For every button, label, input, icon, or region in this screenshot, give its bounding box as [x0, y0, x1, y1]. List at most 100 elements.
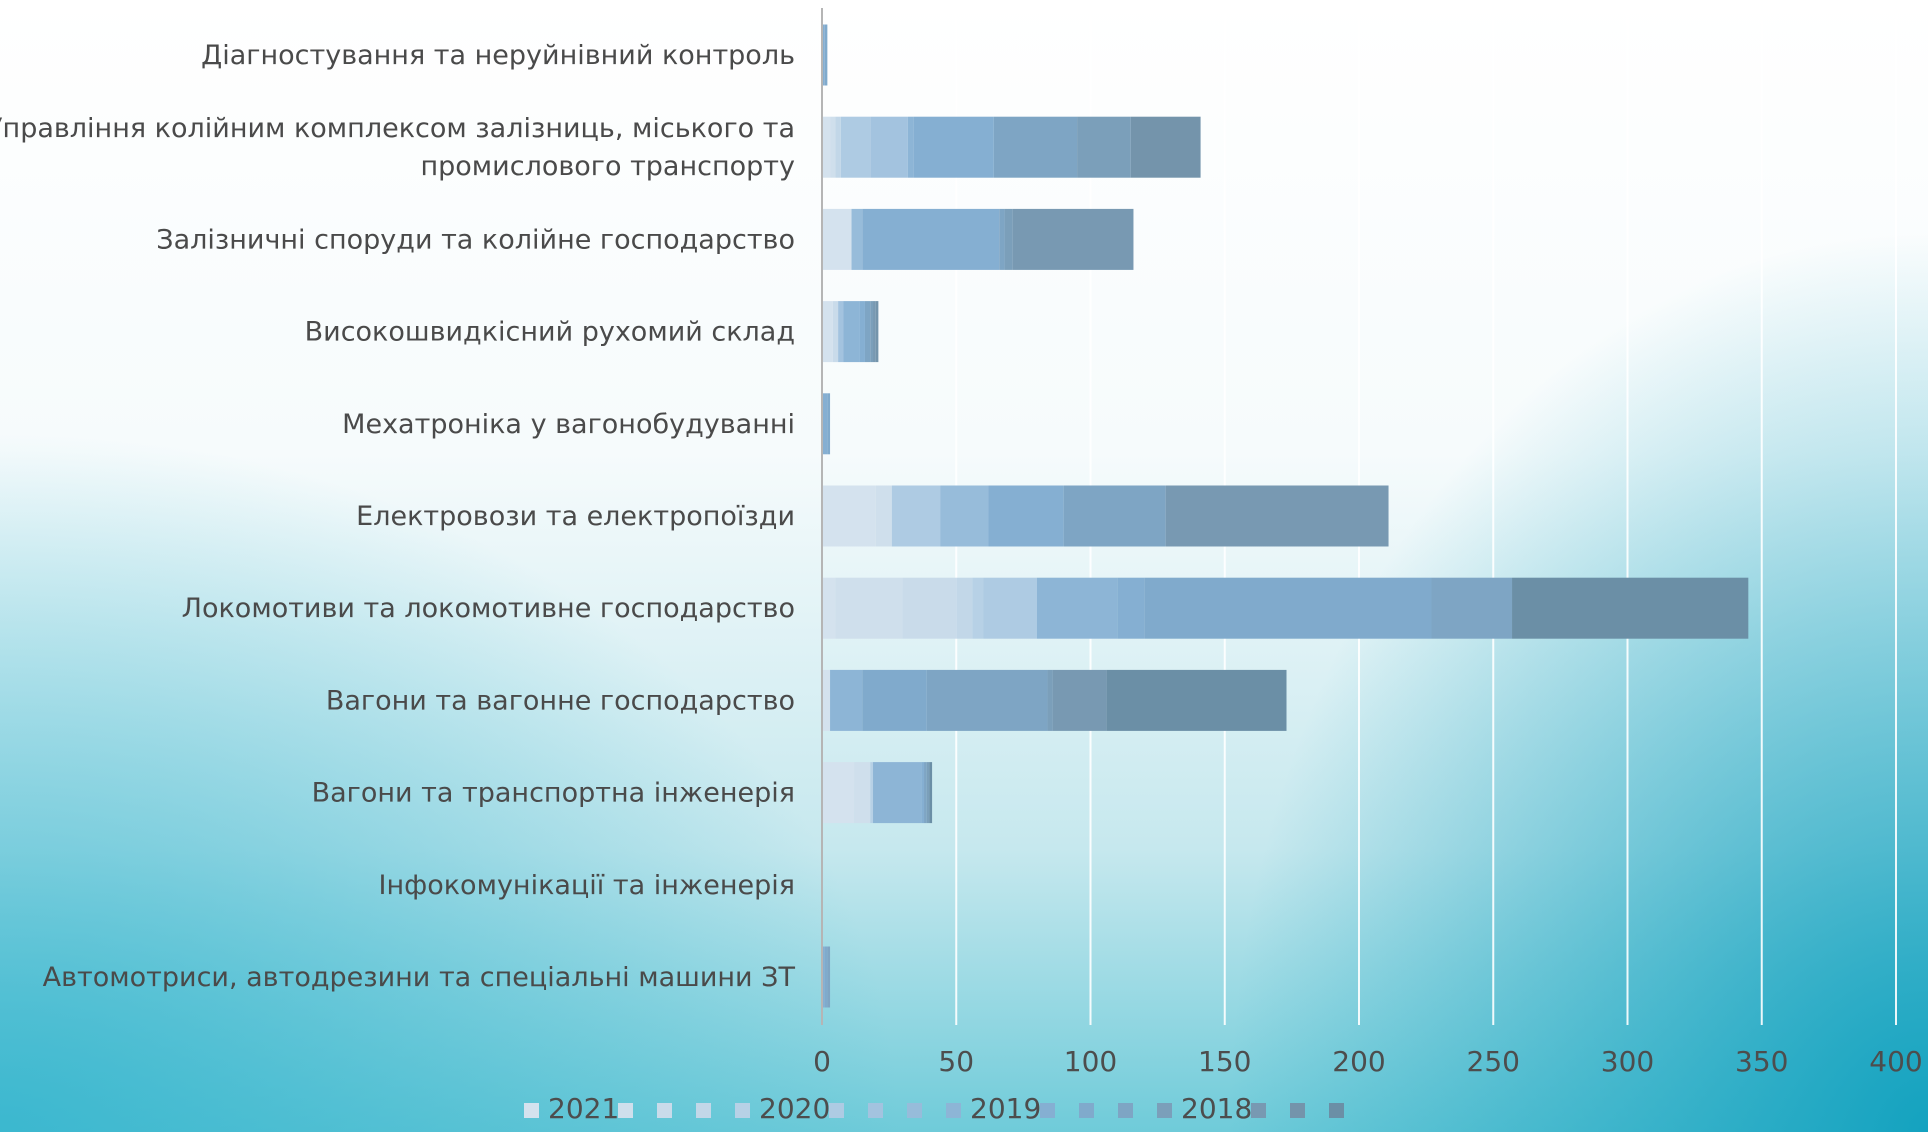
legend-swatch: [735, 1103, 750, 1118]
category-label: Управління колійним комплексом залізниць…: [0, 113, 795, 144]
category-label: Електровози та електропоїзди: [356, 501, 795, 532]
bar-segment: [822, 762, 855, 824]
bar-segment: [824, 946, 828, 1008]
bar-segment: [851, 208, 863, 270]
category-label: Мехатроніка у вагонобудуванні: [342, 409, 795, 440]
bar-segment: [854, 762, 871, 824]
category-label: Локомотиви та локомотивне господарство: [182, 593, 795, 624]
bar-segment: [822, 946, 825, 1008]
bar-segment: [956, 577, 973, 639]
bar-segment: [862, 208, 1000, 270]
bar-segment: [822, 116, 831, 178]
x-tick-label: 100: [1064, 1045, 1117, 1078]
bar-segment: [926, 669, 1048, 731]
bar-segment: [838, 301, 844, 363]
legend-swatch: [1157, 1103, 1172, 1118]
bars: [822, 24, 1749, 1008]
legend-label: 2021: [548, 1092, 619, 1125]
bar-segment: [822, 24, 825, 86]
bar-segment: [822, 393, 828, 455]
legend-label: 2019: [970, 1092, 1041, 1125]
bar-segment: [824, 24, 828, 86]
bar-segment: [870, 301, 874, 363]
legend-swatch: [696, 1103, 711, 1118]
category-label: Вагони та вагонне господарство: [326, 685, 795, 716]
x-tick-label: 150: [1198, 1045, 1251, 1078]
bar-segment: [1012, 208, 1134, 270]
bar-segment: [875, 301, 879, 363]
x-tick-label: 350: [1735, 1045, 1788, 1078]
bar-segment: [827, 946, 831, 1008]
bar-segment: [993, 116, 1078, 178]
bar-segment: [875, 485, 892, 547]
legend-swatch: [1118, 1103, 1133, 1118]
x-tick-label: 0: [813, 1045, 831, 1078]
legend-swatch: [1079, 1103, 1094, 1118]
category-label: Інфокомунікації та інженерія: [379, 870, 795, 901]
legend-swatch: [618, 1103, 633, 1118]
bar-segment: [873, 762, 922, 824]
bar-segment: [822, 485, 876, 547]
legend-swatch: [657, 1103, 672, 1118]
bar-segment: [873, 301, 876, 363]
bar-segment: [830, 669, 863, 731]
bar-segment: [1052, 669, 1107, 731]
bar-segment: [1077, 116, 1131, 178]
bar-segment: [929, 762, 933, 824]
bar-segment: [832, 301, 839, 363]
bar-segment: [988, 485, 1064, 547]
legend: 2021 2020 2019 2018: [524, 1092, 1344, 1125]
bar-segment: [913, 116, 994, 178]
category-label: Вагони та транспортна інженерія: [312, 778, 795, 809]
bar-segment: [822, 669, 831, 731]
legend-swatch: [907, 1103, 922, 1118]
x-tick-label: 250: [1467, 1045, 1520, 1078]
bar-segment: [1106, 669, 1287, 731]
bar-segment: [1144, 577, 1432, 639]
bar-segment: [924, 762, 927, 824]
category-label: Високошвидкісний рухомий склад: [305, 317, 795, 348]
bar-segment: [940, 485, 989, 547]
bar-segment: [840, 116, 871, 178]
bar-segment: [822, 577, 836, 639]
legend-label: 2020: [759, 1092, 830, 1125]
bar-segment: [843, 301, 860, 363]
x-tick-label: 50: [938, 1045, 974, 1078]
bar-segment: [822, 208, 852, 270]
bar-segment: [1130, 116, 1201, 178]
category-labels: Діагностування та неруйнівний контроль Уп…: [0, 40, 795, 993]
bar-segment: [835, 577, 903, 639]
x-tick-label: 300: [1601, 1045, 1654, 1078]
bar-segment: [827, 393, 831, 455]
legend-swatch: [868, 1103, 883, 1118]
x-axis-tick-labels: 0 50 100 150 200 250 300 350 400: [813, 1045, 1923, 1078]
bar-segment: [1431, 577, 1513, 639]
category-label: Автомотриси, автодрезини та спеціальні м…: [43, 962, 796, 993]
bar-segment: [835, 116, 841, 178]
bar-segment: [921, 762, 925, 824]
x-tick-label: 200: [1332, 1045, 1385, 1078]
bar-segment: [822, 301, 833, 363]
bar-segment: [902, 577, 957, 639]
bar-segment: [1047, 669, 1053, 731]
legend-swatch: [1329, 1103, 1344, 1118]
bar-segment: [1036, 577, 1118, 639]
bar-segment: [1512, 577, 1749, 639]
legend-swatch: [1040, 1103, 1055, 1118]
x-tick-label: 400: [1869, 1045, 1922, 1078]
category-label: Залізничні споруди та колійне господарст…: [156, 224, 795, 255]
bar-segment: [926, 762, 930, 824]
legend-swatch: [946, 1103, 961, 1118]
bar-segment: [999, 208, 1005, 270]
bar-segment: [870, 116, 908, 178]
bar-segment: [859, 301, 865, 363]
legend-swatch: [524, 1103, 539, 1118]
bar-segment: [891, 485, 941, 547]
legend-swatch: [1251, 1103, 1266, 1118]
legend-swatch: [1290, 1103, 1305, 1118]
legend-label: 2018: [1181, 1092, 1252, 1125]
bar-segment: [983, 577, 1037, 639]
bar-segment: [1117, 577, 1145, 639]
bar-segment: [870, 762, 874, 824]
